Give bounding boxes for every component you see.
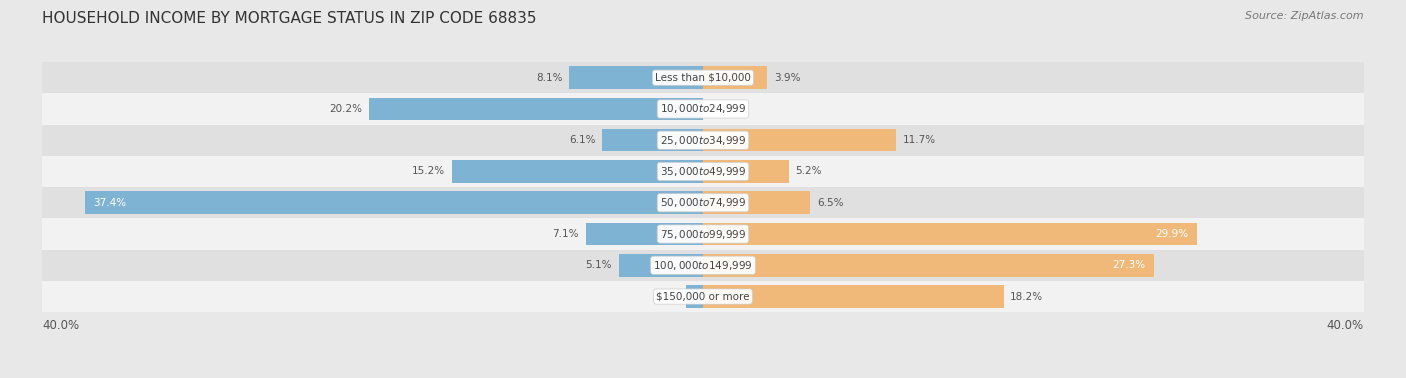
Text: 0.0%: 0.0%	[710, 104, 735, 114]
Text: 5.2%: 5.2%	[796, 166, 823, 177]
Text: $50,000 to $74,999: $50,000 to $74,999	[659, 196, 747, 209]
Text: 3.9%: 3.9%	[775, 73, 800, 83]
Text: 8.1%: 8.1%	[536, 73, 562, 83]
Bar	[42, 218, 1364, 249]
Text: $100,000 to $149,999: $100,000 to $149,999	[654, 259, 752, 272]
Bar	[370, 98, 703, 120]
Text: Less than $10,000: Less than $10,000	[655, 73, 751, 83]
Text: 18.2%: 18.2%	[1011, 291, 1043, 302]
Bar	[703, 285, 1004, 308]
Bar	[703, 129, 896, 152]
Text: 40.0%: 40.0%	[1327, 319, 1364, 332]
Bar	[42, 281, 1364, 312]
Bar	[703, 192, 810, 214]
Bar	[42, 156, 1364, 187]
Bar	[42, 249, 1364, 281]
Bar	[703, 223, 1197, 245]
Text: $25,000 to $34,999: $25,000 to $34,999	[659, 134, 747, 147]
Text: 37.4%: 37.4%	[93, 198, 127, 208]
Text: $10,000 to $24,999: $10,000 to $24,999	[659, 102, 747, 115]
Bar	[686, 285, 703, 308]
Text: 40.0%: 40.0%	[42, 319, 79, 332]
Bar	[42, 93, 1364, 125]
Text: 6.5%: 6.5%	[817, 198, 844, 208]
Text: 20.2%: 20.2%	[329, 104, 363, 114]
Bar	[42, 125, 1364, 156]
Bar	[586, 223, 703, 245]
Bar	[42, 62, 1364, 93]
Bar	[42, 187, 1364, 218]
Text: 5.1%: 5.1%	[586, 260, 612, 270]
Text: Source: ZipAtlas.com: Source: ZipAtlas.com	[1246, 11, 1364, 21]
Bar	[703, 160, 789, 183]
Text: $35,000 to $49,999: $35,000 to $49,999	[659, 165, 747, 178]
Text: 27.3%: 27.3%	[1112, 260, 1146, 270]
Bar	[703, 254, 1154, 277]
Bar	[602, 129, 703, 152]
Text: 1.0%: 1.0%	[654, 291, 681, 302]
Text: HOUSEHOLD INCOME BY MORTGAGE STATUS IN ZIP CODE 68835: HOUSEHOLD INCOME BY MORTGAGE STATUS IN Z…	[42, 11, 537, 26]
Bar	[703, 67, 768, 89]
Text: $75,000 to $99,999: $75,000 to $99,999	[659, 228, 747, 240]
Text: 11.7%: 11.7%	[903, 135, 936, 145]
Bar	[619, 254, 703, 277]
Text: $150,000 or more: $150,000 or more	[657, 291, 749, 302]
Bar	[451, 160, 703, 183]
Bar	[86, 192, 703, 214]
Text: 15.2%: 15.2%	[412, 166, 446, 177]
Bar	[569, 67, 703, 89]
Text: 6.1%: 6.1%	[569, 135, 596, 145]
Text: 29.9%: 29.9%	[1156, 229, 1188, 239]
Text: 7.1%: 7.1%	[553, 229, 579, 239]
